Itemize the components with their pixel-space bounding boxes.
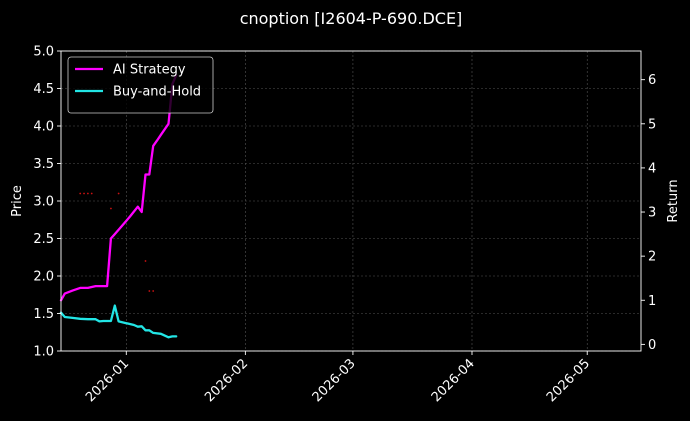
- legend-label: AI Strategy: [113, 63, 186, 78]
- legend: AI Strategy Buy-and-Hold: [67, 56, 214, 114]
- y2-tick-label: 2: [648, 250, 656, 265]
- y-tick-label: 3.0: [33, 195, 54, 210]
- scatter-point: [148, 290, 151, 292]
- scatter-point: [144, 260, 147, 262]
- y-tick-label: 4.5: [33, 82, 54, 97]
- y-tick-label: 5.0: [33, 45, 54, 60]
- y-tick-label: 1.0: [33, 345, 54, 360]
- series-line-0: [59, 74, 178, 302]
- y-axis-label: Price: [10, 185, 25, 217]
- y-tick-label: 2.0: [33, 270, 54, 285]
- y-tick-label: 4.0: [33, 120, 54, 135]
- series-line-1: [59, 304, 178, 339]
- y-tick-label: 1.5: [33, 307, 54, 322]
- scatter-point: [152, 290, 155, 292]
- scatter-point: [83, 192, 85, 195]
- y2-tick-label: 4: [648, 161, 656, 176]
- y-axis-right: 0 1 2 3 4 5 6: [641, 73, 656, 353]
- scatter-point: [86, 192, 89, 195]
- y2-tick-label: 1: [648, 294, 656, 309]
- y2-tick-label: 5: [648, 117, 656, 132]
- y-axis-left: 1.0 1.5 2.0 2.5 3.0 3.5 4.0 4.5 5.0: [33, 45, 61, 360]
- y-tick-label: 2.5: [33, 232, 54, 247]
- y2-tick-label: 3: [648, 206, 656, 221]
- scatter-point: [110, 207, 112, 210]
- scatter-point: [79, 192, 82, 195]
- y2-axis-label: Return: [666, 179, 681, 222]
- y2-tick-label: 0: [648, 338, 656, 353]
- y-tick-label: 3.5: [33, 157, 54, 172]
- legend-box: [67, 56, 214, 114]
- scatter-point: [90, 192, 93, 195]
- scatter-point: [117, 192, 120, 195]
- chart-title: cnoption [I2604-P-690.DCE]: [240, 9, 463, 28]
- plot-series: [59, 74, 178, 339]
- legend-label: Buy-and-Hold: [113, 85, 201, 100]
- y2-tick-label: 6: [648, 73, 656, 88]
